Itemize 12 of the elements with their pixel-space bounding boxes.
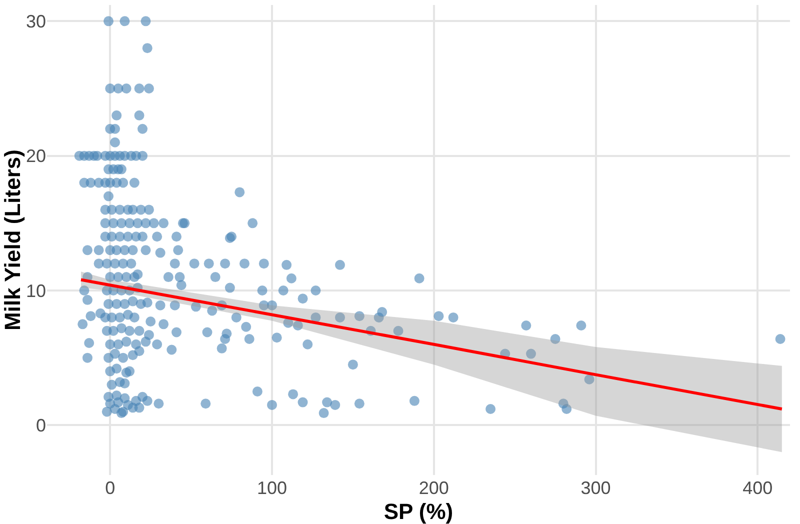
y-tick-label: 30 (26, 11, 46, 32)
x-tick-label: 0 (105, 478, 116, 498)
y-tick-label: 0 (36, 415, 46, 436)
x-tick-label: 300 (580, 478, 611, 498)
x-axis-title: SP (%) (384, 498, 454, 524)
x-tick-label: 200 (418, 478, 449, 498)
x-tick-label: 100 (256, 478, 288, 498)
y-tick-label: 10 (26, 280, 46, 301)
y-tick-label: 20 (26, 146, 46, 166)
y-axis-title: Milk Yield (Liters) (0, 150, 25, 330)
x-tick-label: 400 (742, 478, 773, 498)
line-series (79, 278, 784, 411)
